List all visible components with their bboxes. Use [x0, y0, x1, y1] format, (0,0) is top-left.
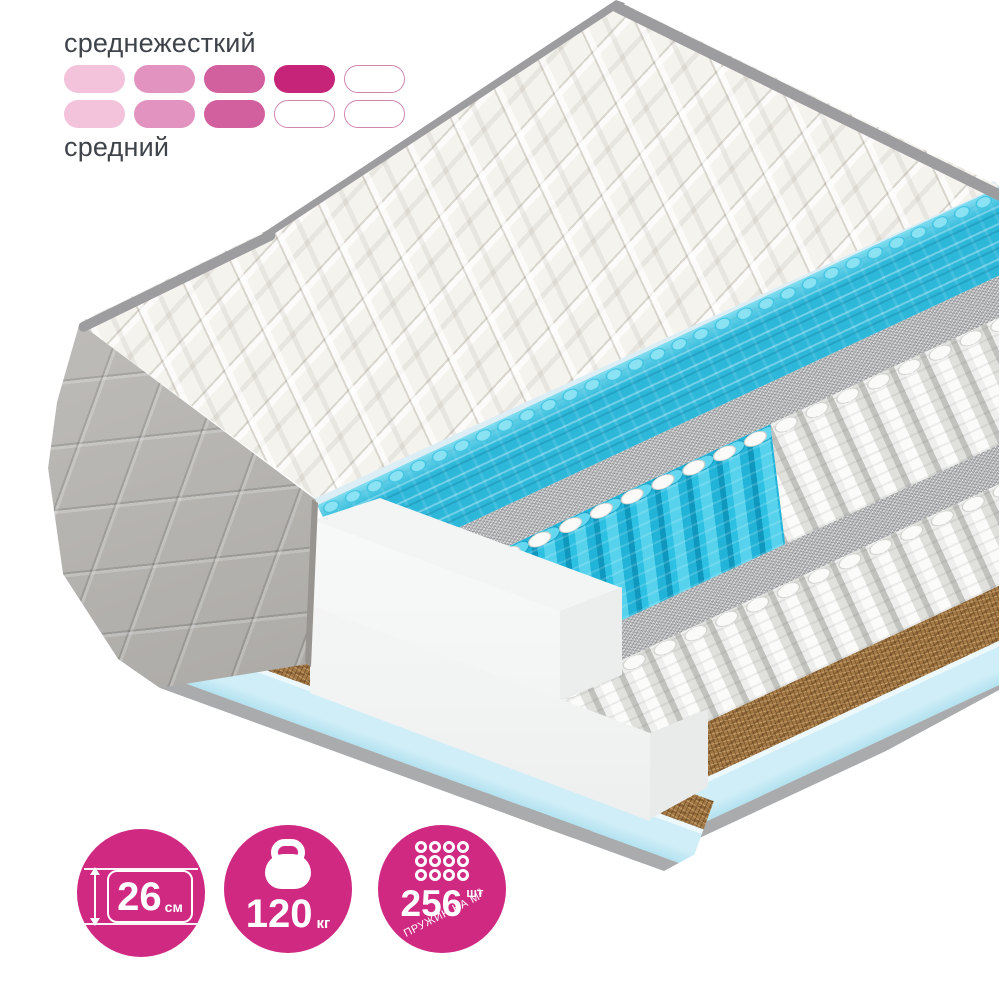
- springs-grid-icon: [378, 841, 506, 881]
- firmness-pill: [64, 100, 125, 128]
- spring-ring-icon: [415, 869, 427, 881]
- spring-ring-icon: [415, 841, 427, 853]
- firmness-pill: [274, 65, 335, 93]
- firmness-pills-medium-firm: [64, 65, 405, 93]
- spring-ring-icon: [443, 869, 455, 881]
- kettlebell-icon: [260, 839, 316, 889]
- height-top-line: [84, 868, 198, 870]
- badge-spring-count: 256 шт ПРУЖИН НА М2: [378, 825, 506, 953]
- firmness-pill: [134, 100, 195, 128]
- height-unit: см: [164, 899, 183, 915]
- arrow-down-icon: [90, 918, 100, 926]
- weight-unit: кг: [316, 915, 331, 932]
- firmness-pill: [274, 100, 335, 128]
- firmness-pill: [134, 65, 195, 93]
- spring-count-value: 256: [400, 883, 463, 924]
- spring-ring-icon: [429, 869, 441, 881]
- height-double-arrow-icon: [90, 867, 100, 926]
- badge-max-weight: 120 кг: [224, 825, 352, 953]
- spring-ring-icon: [443, 841, 455, 853]
- kettlebell-body: [265, 854, 311, 889]
- spring-ring-icon: [415, 855, 427, 867]
- height-value-box: 26 см: [107, 870, 193, 923]
- spring-ring-icon: [443, 855, 455, 867]
- height-value: 26: [117, 874, 162, 919]
- spring-ring-icon: [457, 855, 469, 867]
- height-bottom-line: [84, 923, 198, 925]
- firmness-pill: [344, 100, 405, 128]
- firmness-pill: [64, 65, 125, 93]
- spring-ring-icon: [457, 841, 469, 853]
- spring-ring-icon: [429, 841, 441, 853]
- firmness-label-medium: средний: [64, 132, 170, 162]
- firmness-label-medium-firm: среднежесткий: [64, 28, 256, 58]
- spring-ring-icon: [457, 869, 469, 881]
- firmness-pill: [204, 100, 265, 128]
- badge-height: 26 см: [77, 829, 205, 957]
- spring-count-unit: шт: [466, 885, 484, 900]
- spring-ring-icon: [429, 855, 441, 867]
- firmness-pills-medium: [64, 100, 405, 128]
- weight-value: 120: [245, 892, 313, 936]
- arrow-up-icon: [90, 867, 100, 875]
- firmness-pill: [204, 65, 265, 93]
- firmness-pill: [344, 65, 405, 93]
